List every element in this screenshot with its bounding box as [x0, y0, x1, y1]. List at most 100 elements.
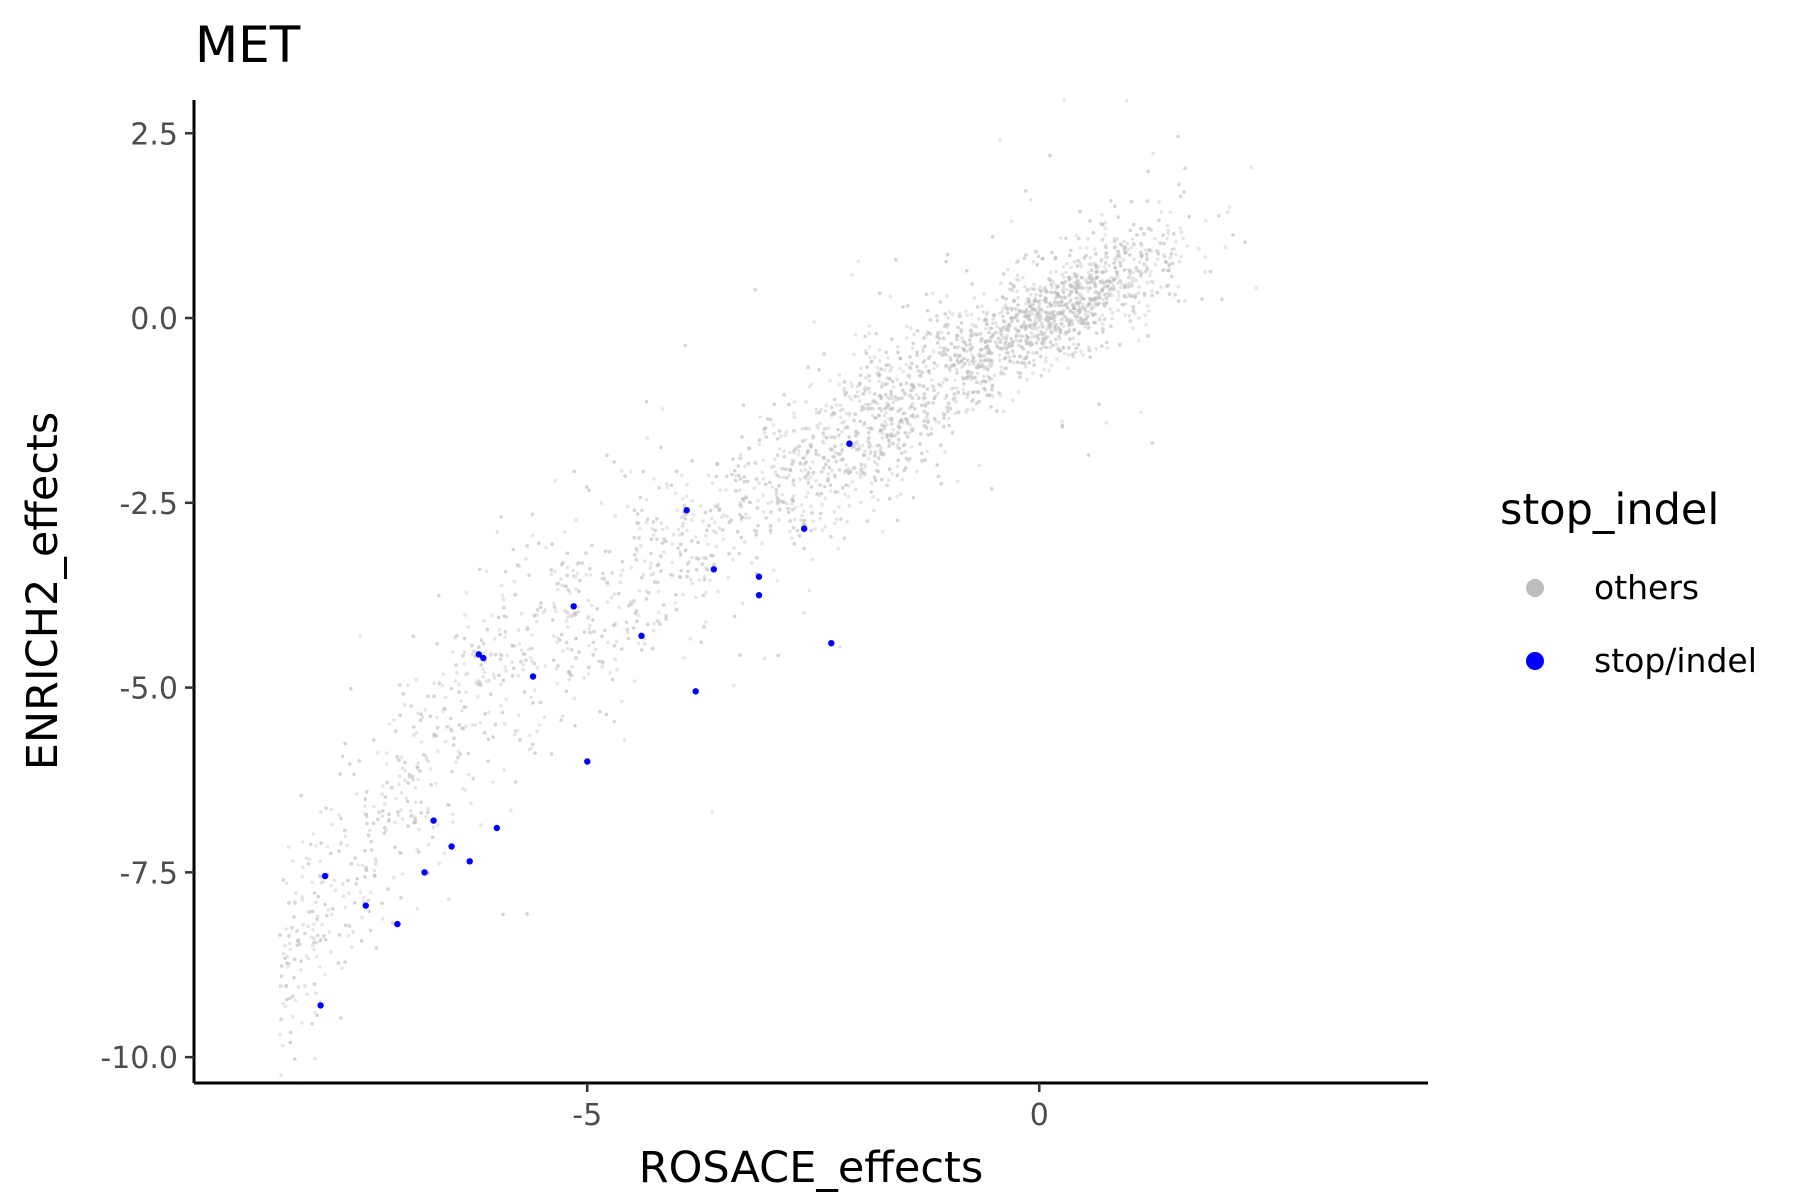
others-point: [1048, 326, 1052, 330]
others-point: [991, 317, 995, 321]
others-point: [804, 459, 809, 464]
others-point: [612, 644, 617, 648]
others-point: [764, 516, 768, 520]
others-point: [918, 442, 922, 446]
others-point: [686, 569, 690, 574]
others-point: [645, 622, 650, 626]
others-point: [409, 814, 413, 818]
others-point: [1036, 254, 1041, 259]
others-point: [1068, 284, 1073, 288]
others-point: [1078, 209, 1082, 214]
others-point: [1014, 338, 1018, 343]
others-point: [538, 605, 543, 609]
others-point: [702, 577, 707, 582]
others-point: [694, 595, 698, 600]
others-point: [636, 613, 641, 618]
others-point: [1024, 356, 1028, 361]
others-point: [1142, 291, 1147, 296]
others-point: [727, 551, 731, 556]
others-point: [753, 288, 757, 292]
stop-indel-point: [475, 651, 482, 658]
others-point: [747, 446, 752, 451]
others-point: [1019, 361, 1024, 365]
others-point: [278, 933, 282, 937]
others-point: [771, 423, 776, 427]
others-point: [336, 961, 341, 965]
others-point: [1031, 260, 1036, 264]
others-point: [559, 718, 563, 722]
others-point: [341, 882, 345, 886]
others-point: [476, 682, 480, 687]
others-point: [1082, 317, 1087, 322]
others-point: [602, 577, 606, 581]
others-point: [1048, 323, 1053, 328]
others-point: [1000, 294, 1004, 299]
others-point: [1137, 316, 1141, 320]
others-point: [1047, 311, 1051, 316]
others-point: [498, 657, 503, 662]
others-point: [918, 374, 923, 378]
others-point: [936, 474, 941, 479]
others-point: [816, 426, 820, 430]
others-point: [874, 416, 878, 420]
others-point: [817, 368, 821, 372]
others-point: [1149, 249, 1154, 253]
others-point: [498, 652, 503, 656]
others-point: [804, 437, 808, 442]
others-point: [942, 424, 946, 429]
others-point: [1078, 308, 1083, 312]
others-point: [1093, 284, 1098, 289]
others-point: [510, 674, 515, 678]
others-point: [466, 751, 471, 756]
others-point: [674, 592, 678, 597]
others-point: [738, 653, 742, 657]
others-point: [586, 665, 591, 670]
others-point: [1118, 285, 1123, 290]
others-point: [966, 392, 970, 397]
others-point: [944, 322, 949, 327]
others-point: [979, 359, 983, 363]
others-point: [903, 450, 908, 454]
others-point: [1048, 323, 1053, 328]
others-point: [531, 701, 535, 705]
others-point: [649, 537, 654, 541]
others-point: [1043, 317, 1048, 322]
others-point: [382, 831, 387, 835]
others-point: [990, 362, 995, 366]
others-point: [833, 490, 838, 494]
others-point: [1076, 342, 1081, 347]
others-point: [561, 560, 565, 565]
others-point: [374, 946, 379, 950]
others-point: [1084, 317, 1089, 321]
others-point: [1048, 278, 1053, 283]
others-point: [299, 793, 304, 798]
others-point: [1099, 288, 1104, 293]
others-point: [1048, 340, 1053, 344]
others-point: [384, 762, 389, 766]
others-point: [1162, 253, 1166, 257]
stop-indel-point: [493, 824, 500, 832]
others-point: [920, 451, 924, 456]
others-point: [1124, 295, 1128, 300]
others-point: [699, 640, 703, 644]
others-point: [1092, 296, 1097, 300]
others-point: [681, 521, 685, 526]
others-point: [556, 581, 560, 586]
others-point: [954, 399, 958, 404]
others-point: [1001, 295, 1005, 300]
others-point: [1050, 312, 1055, 317]
others-point: [284, 927, 288, 931]
others-point: [1017, 308, 1022, 313]
others-point: [655, 537, 659, 542]
others-point: [306, 861, 311, 866]
others-point: [983, 340, 988, 345]
others-point: [293, 1057, 297, 1061]
others-point: [1130, 294, 1134, 298]
others-point: [1037, 325, 1042, 330]
others-point: [861, 453, 866, 457]
others-point: [983, 340, 988, 345]
others-point: [1080, 305, 1085, 309]
others-point: [725, 474, 729, 479]
others-point: [949, 341, 954, 346]
others-point: [397, 758, 401, 762]
